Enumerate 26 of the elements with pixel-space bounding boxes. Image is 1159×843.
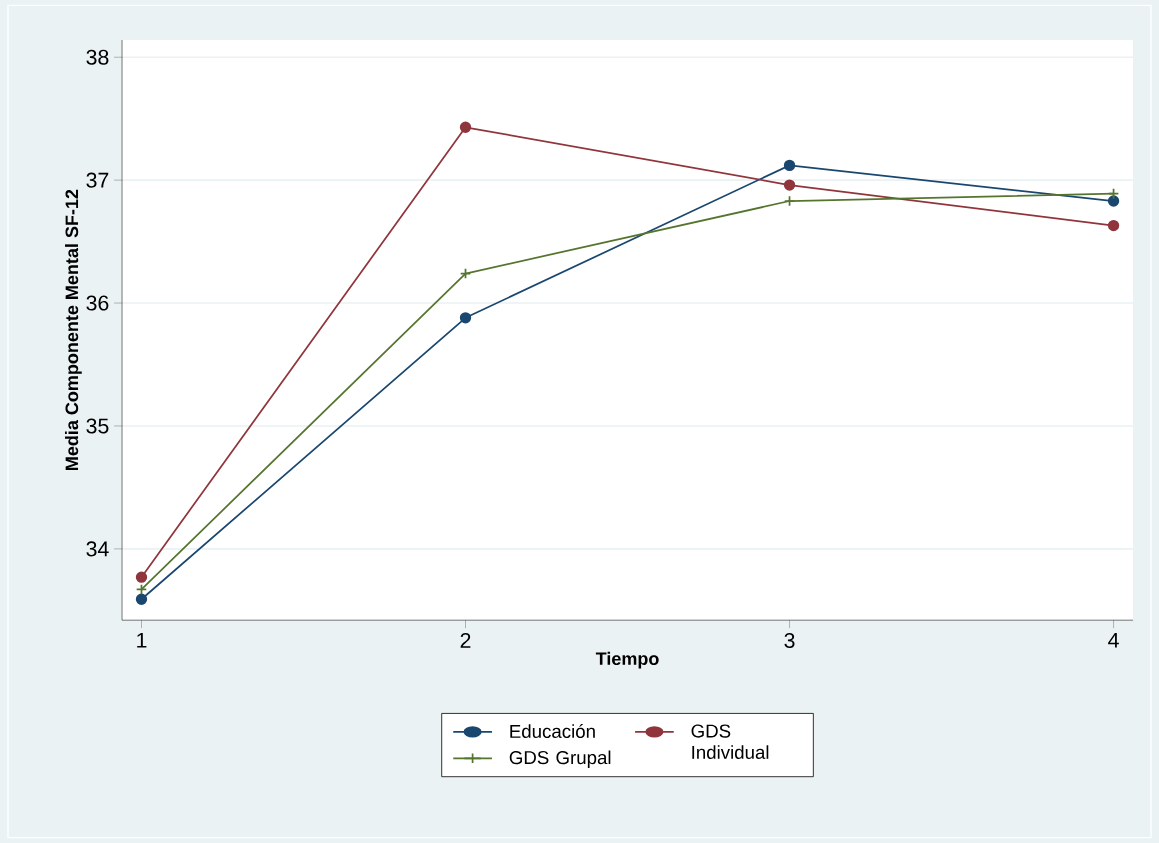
x-tick-label: 4 — [1108, 632, 1119, 648]
point — [459, 312, 472, 324]
y-tick-label: 37 — [86, 172, 109, 188]
point — [1107, 188, 1120, 200]
x-tick-label: 2 — [460, 632, 471, 648]
y-tick-label: 38 — [86, 49, 109, 65]
point — [1107, 195, 1120, 207]
point — [783, 159, 796, 172]
x-tick-label: 3 — [784, 632, 795, 649]
x-axis-title: Tiempo — [595, 651, 659, 669]
x-tick-label: 1 — [137, 632, 147, 648]
y-tick-label: 35 — [86, 418, 109, 434]
y-axis-title: Media Componente Mental SF-12 — [64, 189, 82, 470]
point — [783, 195, 796, 207]
point — [135, 571, 148, 583]
legend-label: GDS Grupal — [509, 750, 611, 768]
legend-label: Educación — [510, 724, 595, 739]
y-tick-label: 36 — [86, 295, 109, 311]
point — [459, 121, 472, 133]
point — [459, 267, 472, 280]
point — [135, 583, 148, 596]
point — [783, 179, 796, 191]
point — [135, 593, 148, 605]
legend-label: GDS Individual — [691, 724, 769, 760]
point — [1107, 219, 1120, 232]
y-tick-label: 34 — [86, 541, 109, 557]
